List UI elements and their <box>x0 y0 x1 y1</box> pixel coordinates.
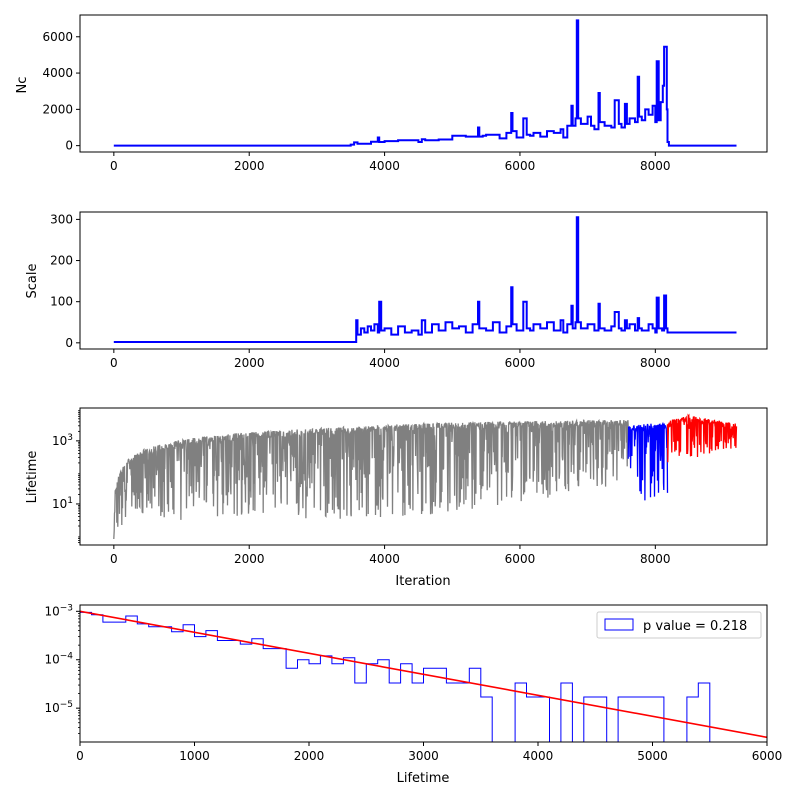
x-tick-label: 3000 <box>408 749 439 763</box>
histogram-panel: Lifetime 0 1000 2000 3000 4000 5000 600010−310… <box>44 603 782 786</box>
x-tick-label: 6000 <box>505 552 536 566</box>
x-tick-label: 1000 <box>179 749 210 763</box>
x-tick-label: 0 <box>110 356 118 370</box>
y-tick-label: 300 <box>50 212 73 226</box>
y-tick-label: 0 <box>65 139 73 153</box>
series-trace <box>666 413 738 463</box>
x-tick-label: 2000 <box>294 749 325 763</box>
series-trace <box>627 421 669 501</box>
legend-box <box>596 611 762 639</box>
axes-frame <box>79 407 768 546</box>
x-tick-label: 4000 <box>523 749 554 763</box>
y-tick-label: 0 <box>65 336 73 350</box>
plot-area <box>113 19 737 147</box>
x-tick-label: 0 <box>110 552 118 566</box>
histogram-xlabel: Lifetime <box>397 771 450 786</box>
legend-label: p value = 0.218 <box>643 619 747 634</box>
plot-area <box>80 610 767 742</box>
x-tick-label: 0 <box>110 159 118 173</box>
lifetime-panel: Lifetime Iteration 0 2000 4000 6000 80001011… <box>25 407 768 589</box>
x-tick-label: 2000 <box>234 356 265 370</box>
axes-frame <box>79 14 768 153</box>
y-tick-label: 200 <box>50 254 73 268</box>
nc-panel: Nc 0 2000 4000 6000 8000 0 2000 4000 6000 <box>15 14 768 173</box>
histogram-steps <box>80 611 711 742</box>
y-tick-label: 100 <box>50 295 73 309</box>
x-tick-label: 8000 <box>640 552 671 566</box>
x-tick-label: 5000 <box>637 749 668 763</box>
axes-frame <box>79 211 768 350</box>
x-tick-label: 2000 <box>234 552 265 566</box>
series-line <box>113 216 737 343</box>
y-tick-label: 4000 <box>42 66 73 80</box>
plot-area <box>113 216 737 343</box>
x-tick-label: 8000 <box>640 159 671 173</box>
x-tick-label: 4000 <box>369 552 400 566</box>
x-tick-label: 2000 <box>234 159 265 173</box>
legend: p value = 0.218 <box>596 611 762 639</box>
nc-ylabel: Nc <box>15 77 30 94</box>
lifetime-ylabel: Lifetime <box>25 451 40 504</box>
iteration-xlabel: Iteration <box>395 574 450 589</box>
x-tick-label: 6000 <box>505 159 536 173</box>
plot-area <box>113 413 738 540</box>
x-tick-label: 6000 <box>752 749 783 763</box>
fit-line <box>80 610 767 739</box>
scale-panel: Scale 0 2000 4000 6000 8000 0 100 200 300 <box>25 211 768 370</box>
x-tick-label: 0 <box>76 749 84 763</box>
x-tick-label: 8000 <box>640 356 671 370</box>
y-tick-label: 6000 <box>42 30 73 44</box>
scale-ylabel: Scale <box>25 264 40 299</box>
x-tick-label: 4000 <box>369 159 400 173</box>
x-tick-label: 4000 <box>369 356 400 370</box>
series-line <box>113 19 737 147</box>
legend-swatch <box>604 618 634 631</box>
x-tick-label: 6000 <box>505 356 536 370</box>
series-trace <box>113 418 629 540</box>
y-tick-label: 2000 <box>42 102 73 116</box>
